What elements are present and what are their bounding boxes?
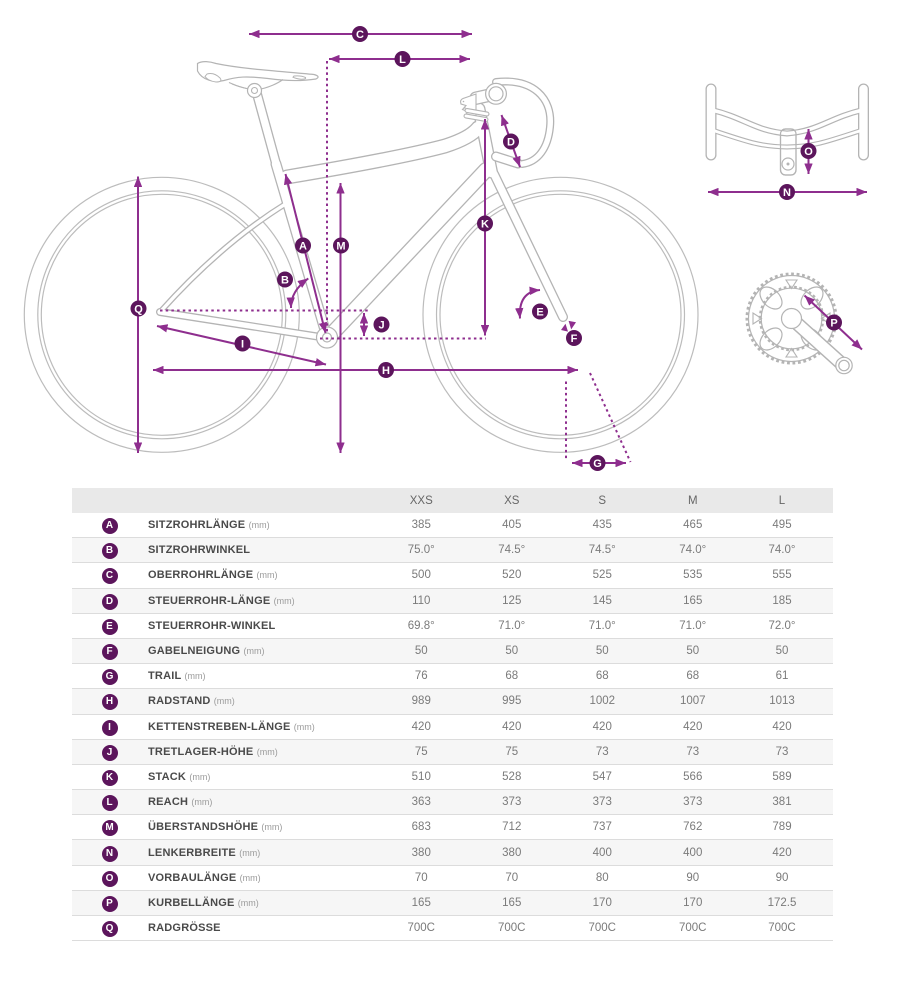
svg-text:J: J	[378, 320, 384, 332]
svg-text:C: C	[356, 29, 364, 41]
svg-text:F: F	[571, 333, 578, 345]
svg-text:D: D	[507, 137, 515, 149]
svg-text:L: L	[399, 54, 406, 66]
svg-text:Q: Q	[134, 304, 143, 316]
svg-text:H: H	[382, 365, 390, 377]
svg-text:M: M	[336, 241, 345, 253]
svg-text:P: P	[830, 318, 837, 330]
svg-text:G: G	[593, 458, 602, 470]
svg-text:I: I	[241, 339, 244, 351]
svg-text:A: A	[299, 241, 307, 253]
svg-text:O: O	[804, 146, 813, 158]
svg-text:B: B	[281, 275, 289, 287]
svg-text:K: K	[481, 219, 489, 231]
svg-text:N: N	[783, 187, 791, 199]
svg-text:E: E	[536, 307, 543, 319]
